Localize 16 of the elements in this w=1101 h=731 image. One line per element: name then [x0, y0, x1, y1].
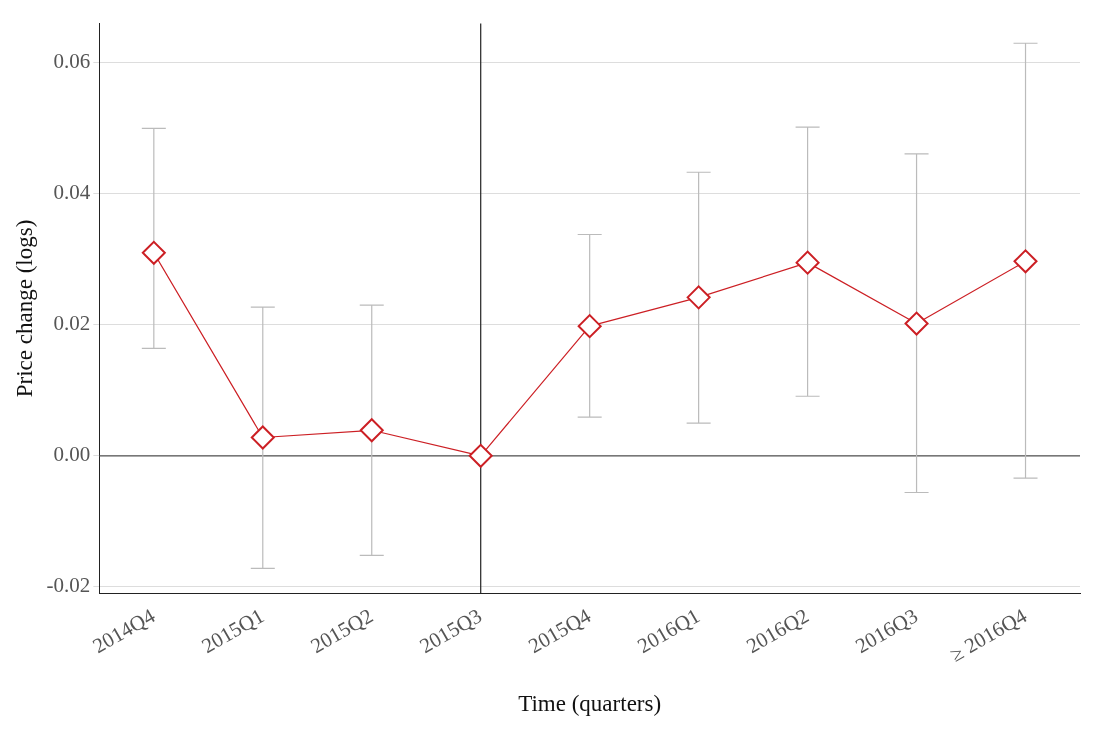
- y-tick-label: -0.02: [46, 573, 91, 598]
- y-tick-label: 0.00: [53, 442, 91, 467]
- point: [686, 285, 711, 310]
- point: [250, 425, 275, 450]
- point: [795, 250, 820, 275]
- point: [141, 240, 166, 265]
- y-tick-label: 0.02: [53, 311, 91, 336]
- point: [468, 443, 493, 468]
- point: [577, 314, 602, 339]
- y-tick-label: 0.06: [53, 49, 91, 74]
- point: [904, 311, 929, 336]
- x-axis-title: Time (quarters): [518, 691, 662, 717]
- y-tick-label: 0.04: [53, 180, 91, 205]
- point: [359, 418, 384, 443]
- point: [1013, 249, 1038, 274]
- y-axis-title: Price change (logs): [11, 219, 37, 398]
